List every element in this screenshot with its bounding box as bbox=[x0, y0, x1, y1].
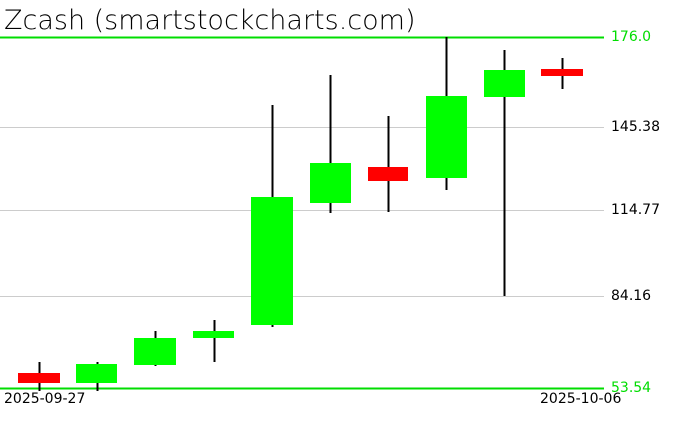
y-axis-tick-label: 53.54 bbox=[611, 380, 652, 396]
candle-body-down bbox=[368, 167, 408, 181]
y-axis-tick-label: 176.0 bbox=[611, 29, 652, 45]
page-title: Zcash (smartstockcharts.com) bbox=[4, 5, 416, 36]
candle-body-up bbox=[251, 197, 293, 325]
candle-body-down bbox=[541, 69, 583, 76]
y-axis-tick-label: 145.38 bbox=[611, 119, 660, 135]
candle-body-up bbox=[76, 364, 117, 383]
y-axis-tick-label: 114.77 bbox=[611, 202, 660, 218]
y-axis-tick-label: 84.16 bbox=[611, 288, 652, 304]
candle-body-up bbox=[484, 70, 525, 97]
gridlines-group bbox=[0, 36, 604, 390]
candle-body-up bbox=[193, 331, 234, 338]
candle-body-down bbox=[18, 373, 60, 383]
x-axis-tick-label: 2025-09-27 bbox=[4, 391, 86, 407]
x-axis-tick-label: 2025-10-06 bbox=[540, 391, 622, 407]
candle-body-up bbox=[310, 163, 351, 203]
candle-body-up bbox=[426, 96, 467, 178]
candles-group bbox=[18, 37, 583, 391]
candle-body-up bbox=[134, 338, 176, 365]
